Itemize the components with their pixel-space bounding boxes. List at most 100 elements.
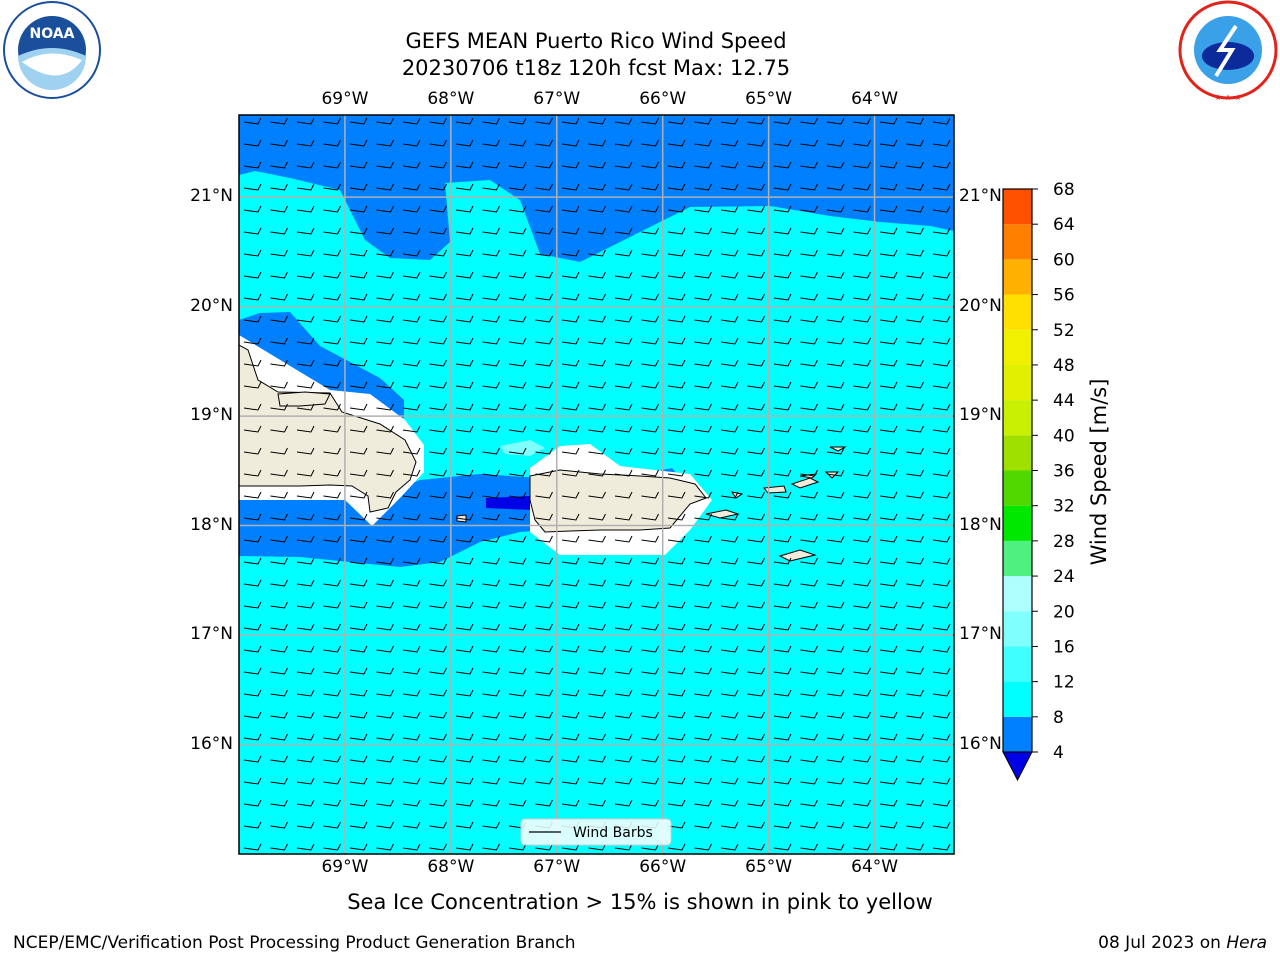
wind-barb [667, 623, 686, 631]
wind-barb [323, 337, 341, 345]
wind-barb [561, 601, 580, 609]
wind-barb [535, 579, 553, 587]
wind-barb [720, 601, 739, 609]
wind-barb [535, 139, 553, 147]
wind-barb [906, 447, 924, 455]
wind-barb [455, 689, 474, 697]
wind-barb [561, 557, 580, 565]
wind-barb [323, 161, 341, 169]
wind-barb [773, 425, 792, 433]
wind-barb [826, 271, 845, 279]
wind-barb [296, 337, 315, 345]
wind-barb [508, 249, 527, 257]
wind-barb [641, 689, 659, 697]
wind-barb [561, 315, 580, 323]
wind-barb [349, 733, 368, 741]
wind-barb [879, 711, 898, 719]
wind-barb [773, 469, 792, 477]
wind-barb [826, 579, 845, 587]
wind-barb [561, 535, 580, 543]
tick-label: 66°W [639, 89, 687, 109]
wind-barb [614, 337, 633, 345]
tick-label: 21°N [190, 186, 233, 207]
wind-barb [588, 403, 606, 411]
tick-label: 19°N [959, 405, 1002, 426]
wind-barb [773, 447, 792, 455]
wind-barb [667, 689, 686, 697]
wind-barb [588, 755, 606, 763]
colorbar-tick-label: 12 [1053, 673, 1075, 693]
wind-barb [588, 447, 606, 455]
wind-barb [376, 359, 394, 367]
wind-barb [720, 689, 739, 697]
tick-label: 17°N [190, 624, 233, 645]
wind-barb [667, 821, 686, 829]
wind-barb [561, 623, 580, 631]
wind-barb [455, 491, 474, 499]
wind-barb [906, 557, 924, 565]
wind-barb [667, 359, 686, 367]
wind-barb [508, 579, 527, 587]
wind-barb [932, 359, 951, 367]
wind-barb [667, 227, 686, 235]
wind-barb [482, 293, 500, 301]
wind-barb [243, 315, 262, 323]
wind-barb [455, 821, 474, 829]
wind-barb [853, 337, 871, 345]
wind-barb [906, 513, 924, 521]
wind-barb [455, 535, 474, 543]
wind-barb [826, 645, 845, 653]
wind-barb [614, 447, 633, 455]
wind-barb [667, 711, 686, 719]
wind-barbs [243, 117, 951, 851]
wind-barb [720, 667, 739, 675]
wind-barb [270, 359, 288, 367]
wind-barb [376, 843, 394, 851]
wind-barb [800, 601, 818, 609]
wind-barb [853, 249, 871, 257]
wind-barb [720, 645, 739, 653]
tick-label: 18°N [190, 514, 233, 535]
tick-label: 67°W [533, 89, 581, 109]
wind-barb [376, 557, 394, 565]
wind-barb [349, 601, 368, 609]
wind-barb [906, 601, 924, 609]
wind-barb [455, 777, 474, 785]
wind-barb [879, 755, 898, 763]
wind-barb [588, 799, 606, 807]
band-4-8-west [239, 312, 404, 420]
wind-barb [773, 601, 792, 609]
wind-barb [561, 205, 580, 213]
wind-barb [906, 469, 924, 477]
wind-barb [376, 645, 394, 653]
wind-barb [349, 161, 368, 169]
wind-barb [932, 381, 951, 389]
wind-barb [535, 227, 553, 235]
wind-barb [323, 315, 341, 323]
wind-barb [429, 491, 447, 499]
wind-barb [800, 271, 818, 279]
wind-barb [535, 491, 553, 499]
wind-barb [349, 117, 368, 125]
wind-barb [932, 667, 951, 675]
wind-barb [455, 843, 474, 851]
wind-barb [561, 227, 580, 235]
wind-barb [614, 227, 633, 235]
wind-barb [323, 205, 341, 213]
wind-barb [243, 227, 262, 235]
wind-barb [243, 491, 262, 499]
wind-barb [508, 755, 527, 763]
wind-barb [535, 535, 553, 543]
wind-barb [614, 733, 633, 741]
noaa-logo: NOAA [3, 1, 101, 99]
wind-barb [747, 513, 765, 521]
wind-barb [270, 403, 288, 411]
colorbar-tick-label: 32 [1053, 497, 1075, 517]
wind-barb [773, 821, 792, 829]
wind-barb [667, 755, 686, 763]
wind-barb [853, 183, 871, 191]
wind-barb [270, 139, 288, 147]
wind-barb [296, 469, 315, 477]
wind-barb [747, 205, 765, 213]
